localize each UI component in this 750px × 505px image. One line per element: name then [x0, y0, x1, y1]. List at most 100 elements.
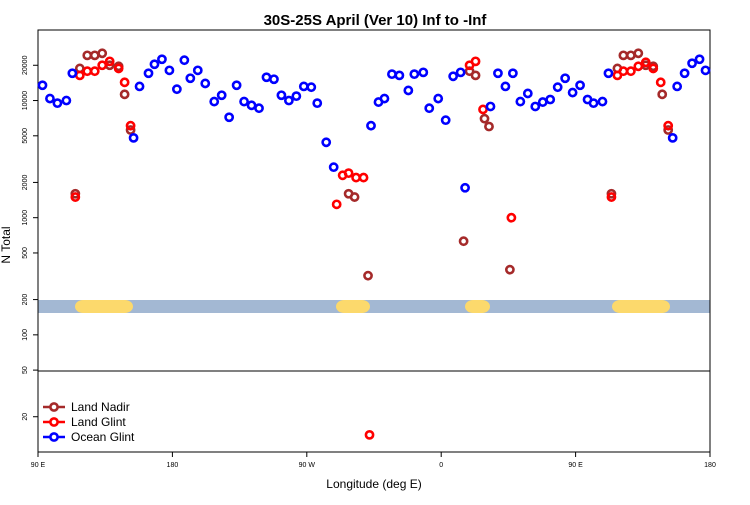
data-point [291, 91, 302, 102]
x-tick-label: 90 E [568, 462, 583, 469]
data-point [424, 103, 435, 114]
legend-swatch [49, 432, 59, 442]
data-point [633, 48, 644, 59]
data-point [119, 89, 130, 100]
data-point [648, 63, 659, 74]
data-point [185, 73, 196, 84]
data-point [269, 74, 279, 85]
data-point [239, 96, 249, 107]
data-point [171, 84, 182, 95]
data-point [328, 162, 339, 173]
data-point [82, 66, 93, 77]
data-point [504, 264, 515, 275]
data-point [663, 125, 674, 135]
data-point [366, 120, 376, 131]
data-point [125, 120, 136, 131]
data-point [625, 66, 636, 77]
data-point [306, 82, 317, 93]
data-point [349, 192, 360, 202]
x-axis-label: Longitude (deg E) [326, 477, 421, 491]
data-point [460, 182, 470, 193]
data-point [45, 93, 55, 104]
data-point [506, 212, 517, 223]
y-tick-label: 50 [22, 366, 29, 374]
data-point [625, 50, 636, 61]
data-point [164, 65, 175, 76]
data-point [70, 192, 81, 202]
data-point [157, 54, 167, 65]
data-point [283, 95, 294, 106]
data-point [575, 80, 585, 91]
data-point [470, 56, 481, 67]
land-band [465, 300, 490, 313]
data-point [687, 58, 697, 69]
data-point [588, 98, 599, 109]
data-point [478, 104, 488, 115]
data-point [134, 81, 145, 92]
data-point [500, 81, 511, 92]
legend-swatch [49, 402, 59, 412]
data-point [567, 87, 578, 98]
data-point [672, 81, 683, 92]
data-point [530, 101, 541, 112]
data-point [470, 70, 481, 81]
data-point [663, 120, 674, 131]
ocean-band [38, 300, 710, 313]
data-point [409, 69, 420, 80]
x-tick-label: 180 [167, 462, 179, 469]
data-point [200, 78, 211, 89]
data-point [125, 125, 136, 135]
data-point [655, 77, 666, 88]
data-point [552, 82, 563, 93]
data-point [484, 121, 494, 132]
data-point [485, 101, 496, 112]
data-point [261, 72, 272, 83]
data-point [67, 68, 78, 79]
data-point [394, 70, 405, 81]
y-tick-label: 10000 [22, 91, 29, 111]
data-point [694, 54, 705, 65]
data-point [479, 113, 490, 124]
data-point [560, 73, 571, 84]
data-point [440, 115, 451, 126]
data-point [433, 93, 444, 104]
plot-frame [37, 29, 711, 453]
data-point [37, 80, 48, 91]
land-band [612, 300, 670, 313]
data-point [312, 98, 323, 109]
legend-swatch [49, 417, 59, 427]
data-point [89, 66, 100, 77]
data-point [387, 69, 397, 80]
data-point [679, 68, 690, 79]
x-tick-label: 90 W [299, 462, 316, 469]
data-point [700, 65, 711, 76]
data-point [358, 172, 369, 183]
y-tick-label: 20000 [22, 55, 29, 75]
data-point [52, 98, 63, 109]
land-band [75, 300, 133, 313]
data-point [143, 68, 154, 79]
data-point [276, 90, 287, 101]
data-point [603, 68, 614, 79]
data-point [515, 96, 526, 107]
data-point [606, 192, 617, 202]
data-point [104, 56, 115, 67]
data-point [209, 96, 220, 107]
data-point [448, 71, 459, 82]
data-point [97, 60, 108, 71]
data-point [633, 61, 644, 72]
data-point [507, 68, 518, 79]
data-point [379, 93, 390, 104]
data-point [298, 81, 309, 92]
legend-label: Land Nadir [71, 400, 130, 414]
data-point [545, 94, 556, 105]
data-point [224, 112, 235, 123]
data-point [149, 59, 160, 70]
data-point [128, 132, 139, 143]
data-point [179, 55, 190, 66]
data-point [667, 132, 678, 143]
y-tick-label: 2000 [22, 175, 29, 191]
y-axis-label: N Total [0, 226, 13, 263]
y-tick-label: 1000 [22, 210, 29, 226]
data-point [418, 67, 429, 78]
